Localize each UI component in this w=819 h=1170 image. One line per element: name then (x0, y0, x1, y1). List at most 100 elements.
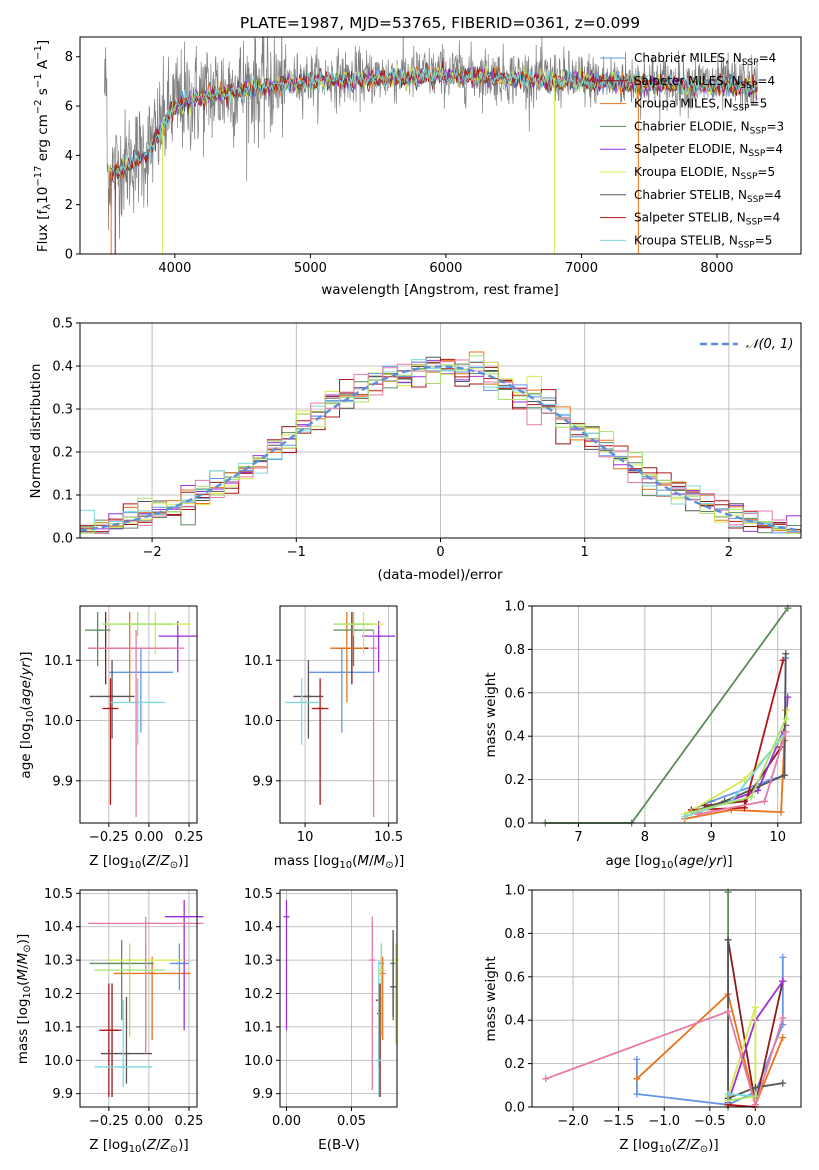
y-tick-label: 10.1 (44, 1020, 73, 1035)
mass-weight-point (724, 936, 732, 944)
legend-entry: Chabrier ELODIE, NSSP=3 (634, 119, 784, 136)
x-tick-label: 10.5 (374, 830, 403, 845)
y-tick-label: 0.8 (504, 643, 525, 658)
y-tick-label: 0 (65, 248, 73, 263)
y-tick-label: 0.4 (504, 1014, 525, 1029)
y-tick-label: 0.0 (504, 817, 525, 832)
legend-entry: Salpeter ELODIE, NSSP=4 (634, 142, 783, 159)
x-tick-label: 10 (769, 830, 786, 845)
y-tick-label: 9.9 (252, 774, 273, 789)
y-tick-label: 0.5 (52, 317, 73, 332)
x-tick-label: 6000 (429, 261, 462, 276)
mass-weight-point (779, 1034, 787, 1042)
series-lines (541, 604, 792, 827)
mass-weight-point (782, 650, 790, 658)
y-tick-label: 0.1 (52, 489, 73, 504)
mass-weight-series-8 (728, 1093, 756, 1098)
panel-frame (531, 605, 802, 824)
y-tick-label: 10.2 (44, 987, 73, 1002)
legend-entry: Salpeter MILES, NSSP=4 (634, 74, 775, 91)
spectrum-xlabel: wavelength [Angstrom, rest frame] (321, 282, 559, 298)
mass-weight-point (724, 1096, 732, 1104)
mass-weight-point (760, 797, 768, 805)
mass-weight-point (777, 808, 785, 816)
histogram-legend: 𝒩(0, 1) (700, 337, 793, 352)
y-tick-label: 1.0 (504, 884, 525, 899)
panel-frame (279, 605, 398, 824)
x-tick-label: 9 (707, 830, 715, 845)
x-tick-label: 10 (297, 830, 314, 845)
normal-curve (79, 365, 802, 532)
x-tick-label: 0.00 (134, 1114, 163, 1129)
x-tick-label: 0.00 (134, 830, 163, 845)
mass-weight-point (741, 776, 749, 784)
axis-ticks: 7 8 9 10 0.0 0.2 0.4 0.6 0.8 1.0 (504, 600, 786, 846)
mass-weight-point (751, 1083, 759, 1091)
y-tick-label: 0.4 (504, 730, 525, 745)
x-tick-label: 0.25 (175, 830, 204, 845)
x-tick-label: −1.0 (648, 1114, 680, 1129)
panel-frame (279, 889, 398, 1108)
legend-entry: Kroupa STELIB, NSSP=5 (634, 233, 772, 250)
errorbars (285, 612, 396, 817)
y-tick-label: 9.9 (252, 1087, 273, 1102)
y-tick-label: 9.9 (52, 774, 73, 789)
x-tick-label: 4000 (158, 261, 191, 276)
mass-vs-metallicity-panel: −0.25 0.00 0.25 9.9 10.0 10.1 10.2 10.3 10.4 10.5 (44, 887, 203, 1129)
errorbars (283, 900, 399, 1097)
y-tick-label: 0.2 (504, 1057, 525, 1072)
y-tick-label: 0.6 (504, 686, 525, 701)
axis-ticks: 0.00 0.05 9.9 10.0 10.1 10.2 10.3 10.4 10.5 (244, 887, 366, 1129)
y-tick-label: 10.3 (44, 954, 73, 969)
axis-ticks: −0.25 0.00 0.25 9.9 10.0 10.1 (44, 654, 203, 845)
x-tick-label: −0.25 (89, 1114, 129, 1129)
spectrum-ylabel: Flux [fλ10−17 erg cm−2 s−1 A−1] (33, 40, 53, 252)
legend-entry: Salpeter STELIB, NSSP=4 (634, 211, 780, 228)
y-tick-label: 10.0 (44, 714, 73, 729)
y-tick-label: 0.2 (504, 773, 525, 788)
spectrum-frame (79, 36, 802, 255)
mass-weight-series-6 (691, 653, 787, 813)
legend-entry: Chabrier MILES, NSSP=4 (634, 51, 776, 68)
spectrum-legend: Chabrier MILES, NSSP=4 Salpeter MILES, NS… (600, 51, 784, 250)
mass-weight-point (633, 1075, 641, 1083)
mass-weight-point (782, 715, 790, 723)
x-tick-label: 0.25 (175, 1114, 204, 1129)
y-tick-label: 10.0 (244, 1054, 273, 1069)
mass-weight-point (687, 808, 695, 816)
x-tick-label: 8000 (700, 261, 733, 276)
y-tick-label: 10.3 (244, 954, 273, 969)
errorbars (84, 612, 197, 817)
y-tick-label: 10.0 (44, 1054, 73, 1069)
mass-weight-vs-age-panel: 7 8 9 10 0.0 0.2 0.4 0.6 0.8 1.0 (504, 600, 802, 846)
mass-weight-series-0 (691, 658, 787, 811)
p4-xlabel: mass [log10(M/M⊙)] (274, 853, 404, 871)
y-tick-label: 0.0 (52, 532, 73, 547)
legend-entry: Kroupa ELODIE, NSSP=5 (634, 165, 775, 182)
y-tick-label: 10.4 (44, 920, 73, 935)
age-vs-mass-panel: 10 10.5 9.9 10.0 10.1 (244, 605, 403, 845)
mass-weight-point (724, 1008, 732, 1016)
mass-weight-point (681, 812, 689, 820)
normal-legend-label: 𝒩(0, 1) (746, 337, 793, 352)
p5-xlabel: age [log10(age/yr)] (605, 853, 732, 871)
histogram-ylabel: Normed distribution (28, 364, 44, 499)
y-tick-label: 10.2 (244, 987, 273, 1002)
p8-xlabel: Z [log10(Z/Z⊙)] (619, 1137, 718, 1155)
x-tick-label: −1 (287, 545, 306, 560)
mass-vs-reddening-panel: 0.00 0.05 9.9 10.0 10.1 10.2 10.3 10.4 10.5 (244, 887, 399, 1129)
mass-weight-point (779, 977, 787, 985)
residual-histogram-panel: −2 −1 0 1 2 0.0 0.1 0.2 0.3 0.4 0.5 (data-model)/e… (28, 317, 802, 583)
model-spectrum-8 (109, 66, 758, 186)
y-tick-label: 1.0 (504, 600, 525, 615)
y-tick-label: 0.6 (504, 970, 525, 985)
axis-ticks: −0.25 0.00 0.25 9.9 10.0 10.1 10.2 10.3 10.4 10.5 (44, 887, 203, 1129)
age-vs-metallicity-panel: −0.25 0.00 0.25 9.9 10.0 10.1 (44, 605, 203, 845)
y-tick-label: 10.1 (244, 1020, 273, 1035)
x-tick-label: −0.5 (694, 1114, 726, 1129)
y-tick-label: 0.8 (504, 927, 525, 942)
mass-weight-point (694, 810, 702, 818)
mass-weight-point (747, 793, 755, 801)
histogram-xlabel: (data-model)/error (377, 567, 503, 583)
